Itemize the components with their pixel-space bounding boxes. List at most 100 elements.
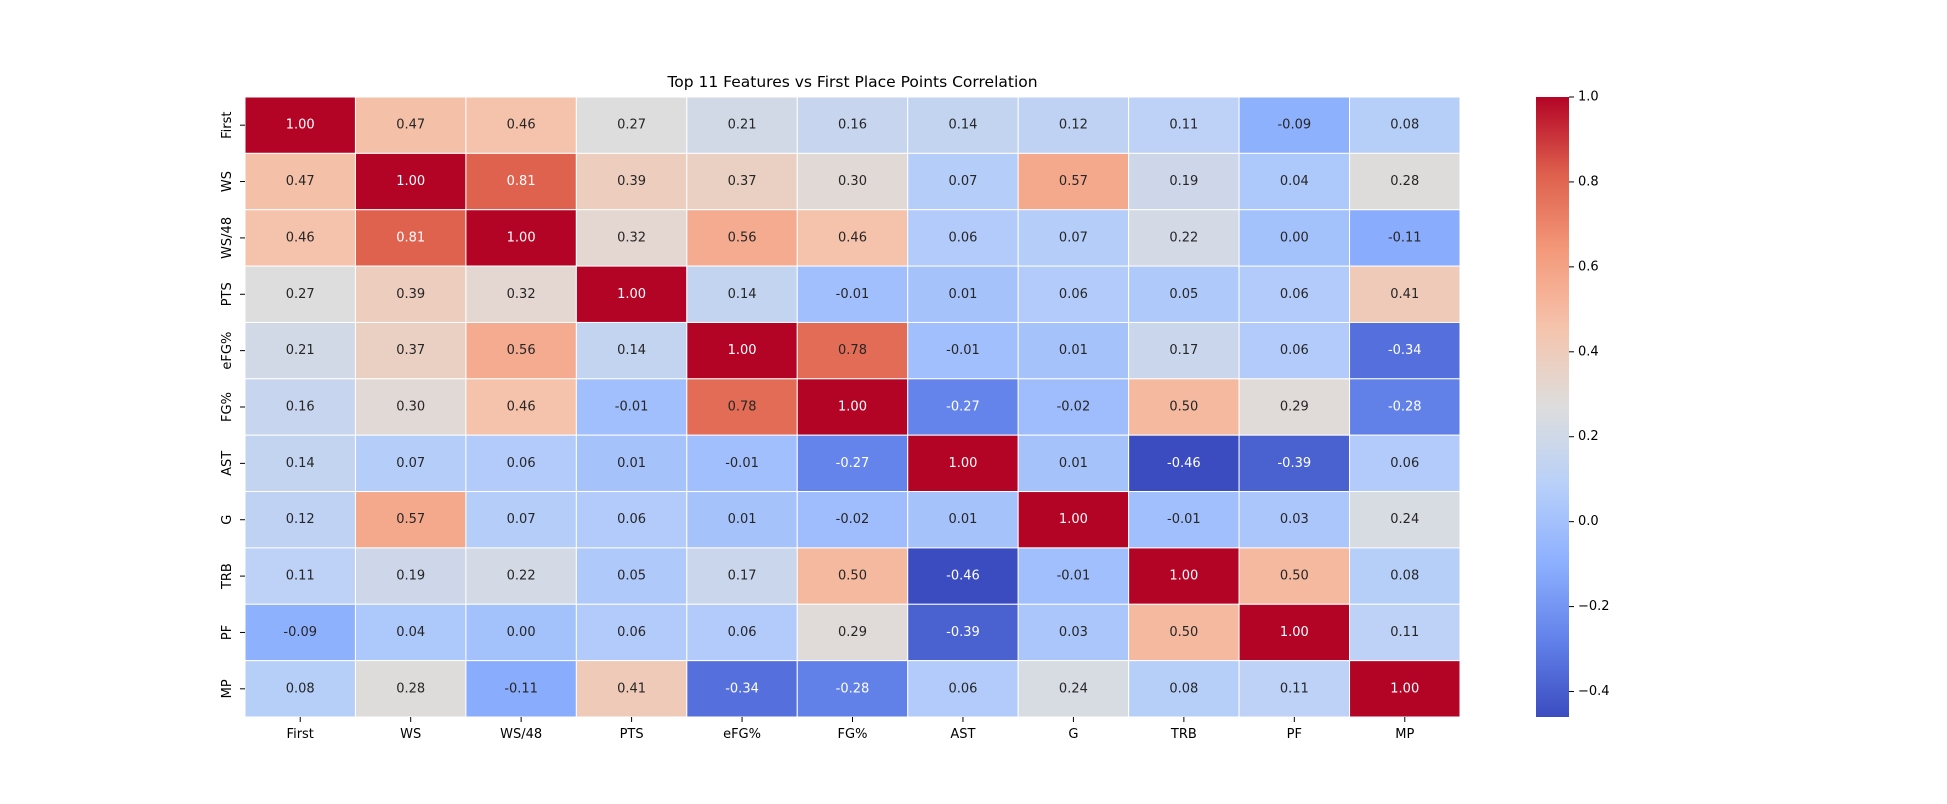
cell-value-label: -0.46	[1167, 456, 1201, 471]
heatmap-cell-TRB-FG%	[796, 547, 909, 605]
x-tick-label: PTS	[620, 727, 644, 742]
cell-value-label: -0.27	[836, 456, 870, 471]
cell-value-label: -0.01	[615, 400, 649, 415]
heatmap-cell-WS-MP	[1349, 152, 1461, 211]
heatmap-cell-WS-PF	[1238, 152, 1351, 211]
heatmap-cell-eFG%-FG%	[796, 321, 909, 380]
cell-value-label: 0.46	[838, 230, 867, 245]
colorbar-tick-label: 1.0	[1578, 90, 1599, 105]
heatmap-cell-PTS-AST	[907, 265, 1019, 323]
cell-value-label: -0.02	[836, 512, 870, 527]
heatmap-cell-PTS-WS	[354, 265, 467, 323]
heatmap-cell-MP-FG%	[796, 660, 909, 718]
cell-value-label: 0.06	[1280, 343, 1309, 358]
colorbar-tick-label: 0.2	[1578, 429, 1599, 444]
cell-value-label: 0.06	[617, 512, 646, 527]
heatmap-cell-TRB-PF	[1238, 547, 1351, 605]
cell-value-label: 0.41	[617, 681, 646, 696]
heatmap-cell-TRB-First	[244, 547, 356, 605]
heatmap-cell-MP-PF	[1238, 660, 1351, 718]
heatmap-cell-WS/48-AST	[907, 209, 1019, 267]
cell-value-label: 1.00	[507, 230, 536, 245]
heatmap-cell-PTS-FG%	[796, 265, 909, 323]
heatmap-cell-First-eFG%	[686, 96, 798, 154]
cell-value-label: 0.06	[507, 456, 536, 471]
heatmap-cell-eFG%-eFG%	[686, 321, 798, 380]
cell-value-label: 0.07	[948, 174, 977, 189]
cell-value-label: 0.14	[728, 287, 757, 302]
heatmap-cell-G-PTS	[575, 491, 688, 549]
cell-value-label: 0.47	[396, 118, 425, 133]
x-tick-label: G	[1068, 727, 1078, 742]
cell-value-label: 0.08	[1390, 118, 1419, 133]
cell-value-label: 0.29	[838, 625, 867, 640]
cell-value-label: -0.34	[725, 681, 759, 696]
heatmap-cell-G-PF	[1238, 491, 1351, 549]
cell-value-label: 0.27	[617, 118, 646, 133]
cell-value-label: 0.12	[1059, 118, 1088, 133]
cell-value-label: 0.39	[617, 174, 646, 189]
heatmap-cell-WS/48-eFG%	[686, 209, 798, 267]
cell-value-label: -0.09	[283, 625, 317, 640]
cell-value-label: 0.12	[286, 512, 315, 527]
heatmap-cell-TRB-AST	[907, 547, 1019, 605]
heatmap-cell-eFG%-WS	[354, 321, 467, 380]
cell-value-label: 0.56	[507, 343, 536, 358]
heatmap-cell-MP-TRB	[1128, 660, 1240, 718]
cell-value-label: 0.11	[1390, 625, 1419, 640]
cell-value-label: -0.09	[1277, 118, 1311, 133]
cell-value-label: -0.28	[836, 681, 870, 696]
cell-value-label: 0.39	[396, 287, 425, 302]
heatmap-cell-First-PF	[1238, 96, 1351, 154]
x-tick-label: PF	[1287, 727, 1302, 742]
heatmap-cell-MP-G	[1017, 660, 1130, 718]
heatmap-cell-WS-eFG%	[686, 152, 798, 211]
heatmap-cell-AST-First	[244, 434, 356, 493]
heatmap-cell-WS-WS/48	[465, 152, 577, 211]
cell-value-label: 0.24	[1390, 512, 1419, 527]
cell-value-label: 0.03	[1280, 512, 1309, 527]
cell-value-label: 0.32	[617, 230, 646, 245]
heatmap-cell-G-WS	[354, 491, 467, 549]
heatmap-cell-PTS-PTS	[575, 265, 688, 323]
colorbar-tick-label: 0.8	[1578, 174, 1599, 189]
colorbar: 1.0 0.8 0.6 0.4 0.2 0.0 −0.2 −0.4	[1536, 90, 1610, 717]
cell-value-label: 0.04	[396, 625, 425, 640]
cell-value-label: 0.41	[1390, 287, 1419, 302]
cell-value-label: 0.01	[617, 456, 646, 471]
cell-value-label: 0.17	[728, 569, 757, 584]
heatmap-cell-G-MP	[1349, 491, 1461, 549]
heatmap-cell-WS-WS	[354, 152, 467, 211]
y-axis: First WS WS/48 PTS eFG% FG% AST G TRB PF MP	[220, 112, 245, 698]
heatmap-cell-eFG%-PTS	[575, 321, 688, 380]
cell-value-label: 0.07	[396, 456, 425, 471]
heatmap-cell-First-FG%	[796, 96, 909, 154]
cell-value-label: 1.00	[948, 456, 977, 471]
heatmap-cell-eFG%-PF	[1238, 321, 1351, 380]
cell-value-label: -0.28	[1388, 400, 1422, 415]
cell-value-label: 0.32	[507, 287, 536, 302]
heatmap-cell-WS-G	[1017, 152, 1130, 211]
heatmap-cell-AST-AST	[907, 434, 1019, 493]
cell-value-label: 0.30	[396, 400, 425, 415]
heatmap-cell-MP-WS	[354, 660, 467, 718]
x-tick-label: MP	[1395, 727, 1414, 742]
x-tick-label: eFG%	[723, 727, 761, 742]
cell-value-label: -0.01	[725, 456, 759, 471]
cell-value-label: 0.78	[838, 343, 867, 358]
cell-value-label: 0.05	[1169, 287, 1198, 302]
cell-value-label: 0.47	[286, 174, 315, 189]
heatmap-cell-TRB-WS/48	[465, 547, 577, 605]
cell-value-label: 0.81	[507, 174, 536, 189]
cell-value-label: 0.19	[1169, 174, 1198, 189]
cell-value-label: -0.11	[1388, 230, 1422, 245]
y-tick-label: TRB	[220, 563, 235, 590]
heatmap-cell-FG%-TRB	[1128, 378, 1240, 436]
cell-value-label: 0.00	[507, 625, 536, 640]
cell-value-label: -0.39	[1277, 456, 1311, 471]
cell-value-label: 0.21	[286, 343, 315, 358]
cell-value-label: 0.50	[1280, 569, 1309, 584]
cell-value-label: 0.16	[286, 400, 315, 415]
